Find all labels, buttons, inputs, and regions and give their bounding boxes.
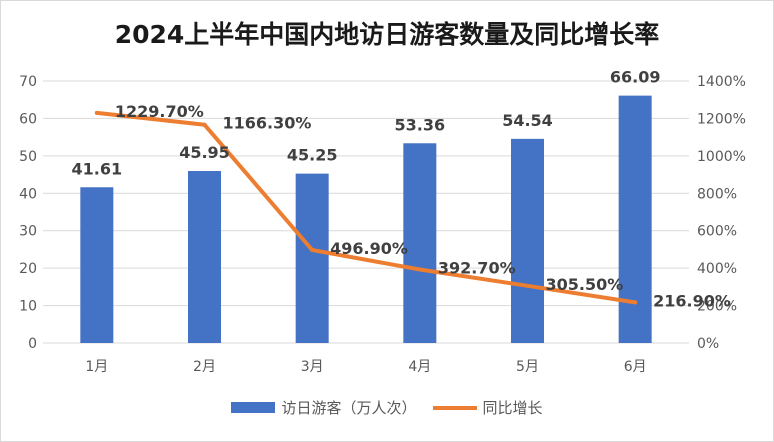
legend-label-visitors: 访日游客（万人次） [281,399,417,417]
chart-legend: 访日游客（万人次） 同比增长 [1,397,773,418]
x-tick-label: 1月 [85,359,108,375]
growth-point [94,110,99,115]
y-right-tick-label: 0% [697,336,719,352]
legend-swatch-bar [231,402,276,413]
bar [511,138,544,343]
x-tick-label: 2月 [193,359,216,375]
bar [403,143,437,343]
y-left-tick-label: 70 [19,74,37,90]
bar-data-label: 54.54 [502,111,553,130]
line-data-label: 305.50% [546,275,624,294]
bar-data-label: 41.61 [72,159,123,178]
bar-data-label: 45.95 [179,143,230,162]
legend-label-growth: 同比增长 [482,399,543,417]
bar-data-label: 53.36 [395,115,446,134]
y-right-tick-label: 200% [697,299,737,315]
y-left-tick-label: 10 [19,299,37,315]
line-data-label: 392.70% [438,259,516,278]
growth-point [525,283,530,288]
y-left-tick-label: 20 [19,261,37,277]
x-tick-label: 5月 [516,359,539,375]
y-right-tick-label: 1400% [697,74,746,90]
y-left-tick-label: 0 [28,336,37,352]
y-right-tick-label: 1200% [697,111,746,127]
y-right-tick-label: 800% [697,186,737,202]
chart-title: 2024上半年中国内地访日游客数量及同比增长率 [114,20,660,49]
line-data-label: 216.90% [653,291,731,310]
growth-point [633,300,638,305]
x-tick-label: 6月 [624,359,647,375]
bar-data-label: 66.09 [610,68,661,87]
growth-point [202,122,207,127]
y-right-tick-label: 400% [697,261,737,277]
legend-swatch-line [432,405,477,410]
x-tick-label: 4月 [408,359,431,375]
line-data-label: 1166.30% [223,114,312,133]
bar [618,95,652,343]
y-right-tick-label: 600% [697,224,737,240]
y-left-tick-label: 60 [19,111,37,127]
legend-item-visitors: 访日游客（万人次） [231,397,417,418]
y-left-tick-label: 40 [19,186,37,202]
bar [188,171,221,343]
line-data-label: 496.90% [330,239,408,258]
bar-data-label: 45.25 [287,146,338,165]
bar [80,187,114,343]
growth-line [94,110,638,305]
legend-item-growth: 同比增长 [432,397,543,418]
x-tick-label: 3月 [301,359,324,375]
bar [295,173,329,343]
y-left-tick-label: 30 [19,224,37,240]
line-data-label: 1229.70% [115,102,204,121]
growth-point [310,248,315,253]
growth-point [417,267,422,272]
y-left-tick-label: 50 [19,149,37,165]
y-right-tick-label: 1000% [697,149,746,165]
